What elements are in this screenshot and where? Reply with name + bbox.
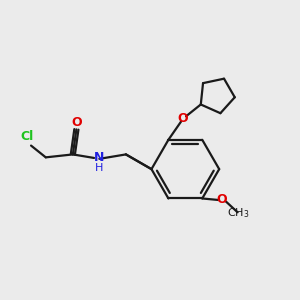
- Text: O: O: [177, 112, 188, 125]
- Text: N: N: [94, 151, 104, 164]
- Text: O: O: [72, 116, 82, 129]
- Text: H: H: [95, 163, 103, 173]
- Text: CH$_3$: CH$_3$: [227, 206, 249, 220]
- Text: O: O: [216, 194, 227, 206]
- Text: Cl: Cl: [20, 130, 33, 143]
